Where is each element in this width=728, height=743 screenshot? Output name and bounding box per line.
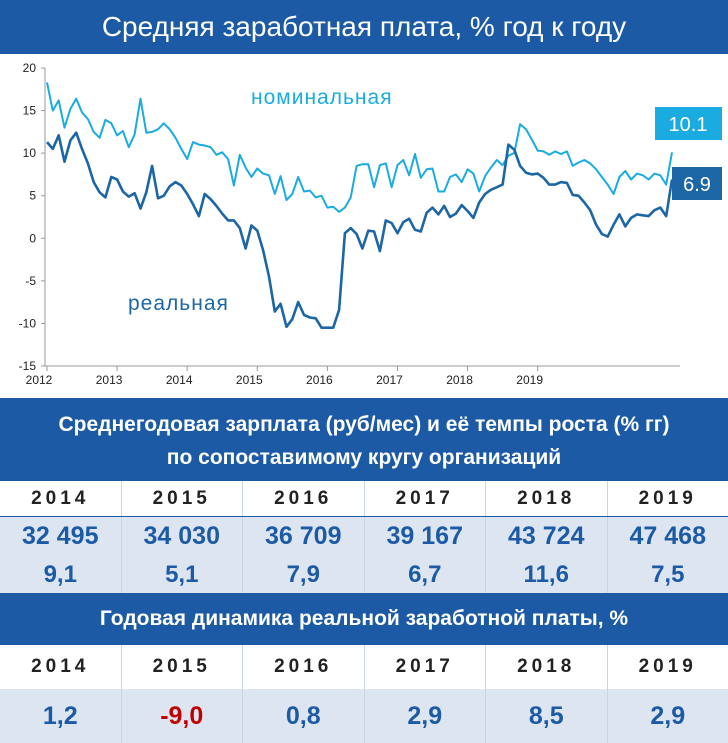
table1-salary: 47 468 bbox=[629, 522, 706, 550]
wage-line-chart: 20 15 10 5 0 -5 -10 -15 2012 2013 2014 2015 2016 2017… bbox=[0, 54, 728, 398]
table2-year: 2018 bbox=[486, 645, 608, 689]
y-tick-label: -15 bbox=[19, 359, 37, 373]
table2-year: 2014 bbox=[0, 645, 122, 689]
table2-value: 1,2 bbox=[0, 689, 122, 743]
table1-year: 2018 bbox=[486, 481, 608, 516]
y-tick-label: 5 bbox=[29, 189, 36, 203]
y-tick-label: 15 bbox=[23, 104, 37, 118]
table1-title-line2: по сопоставимому кругу организаций bbox=[166, 446, 562, 469]
x-tick-label: 2014 bbox=[166, 373, 193, 387]
table2-year-row: 2014 2015 2016 2017 2018 2019 bbox=[0, 645, 728, 689]
table1-growth: 7,5 bbox=[651, 561, 685, 588]
y-tick-label: 0 bbox=[29, 231, 36, 245]
table1-title-line1: Среднегодовая зарплата (руб/мес) и её те… bbox=[58, 413, 670, 436]
table1-growth: 9,1 bbox=[0, 556, 122, 593]
table2-value-row: 1,2 -9,0 0,8 2,9 8,5 2,9 bbox=[0, 689, 728, 743]
table1-year: 2019 bbox=[638, 488, 697, 509]
x-tick-label: 2012 bbox=[26, 373, 53, 387]
table1-growth: 11,6 bbox=[486, 556, 608, 593]
table1-year: 2015 bbox=[122, 481, 243, 516]
table1-salary: 34 030 bbox=[122, 517, 243, 556]
y-tick-label: 20 bbox=[23, 61, 37, 75]
table1-growth-row: 9,1 5,1 7,9 6,7 11,6 7,5 bbox=[0, 556, 728, 593]
y-tick-label: -5 bbox=[25, 274, 36, 288]
table1-salary-row: 32 495 34 030 36 709 39 167 43 724 47 46… bbox=[0, 517, 728, 556]
table1-salary: 39 167 bbox=[365, 517, 486, 556]
table2-year: 2017 bbox=[365, 645, 486, 689]
table1-growth: 5,1 bbox=[122, 556, 243, 593]
x-tick-label: 2015 bbox=[236, 373, 263, 387]
end-value-nominal: 10.1 bbox=[669, 114, 708, 136]
table1-year: 2016 bbox=[243, 481, 365, 516]
y-tick-label: -10 bbox=[19, 316, 37, 330]
table1-growth: 6,7 bbox=[365, 556, 486, 593]
series-line-nominal bbox=[46, 82, 673, 213]
table1-growth: 7,9 bbox=[243, 556, 365, 593]
x-tick-label: 2016 bbox=[306, 373, 333, 387]
series-label-real: реальная bbox=[128, 292, 229, 315]
y-tick-label: 10 bbox=[23, 146, 37, 160]
x-tick-label: 2018 bbox=[446, 373, 473, 387]
x-tick-label: 2017 bbox=[376, 373, 403, 387]
table1-year: 2017 bbox=[365, 481, 486, 516]
series-line-real bbox=[46, 131, 674, 330]
table2-year: 2019 bbox=[638, 656, 697, 677]
table2-value: 2,9 bbox=[365, 689, 486, 743]
table2-value: -9,0 bbox=[122, 689, 243, 743]
page-title: Средняя заработная плата, % год к году bbox=[0, 0, 728, 54]
end-value-real: 6.9 bbox=[683, 174, 711, 196]
x-tick-label: 2013 bbox=[96, 373, 123, 387]
table1-salary: 43 724 bbox=[486, 517, 608, 556]
x-tick-label: 2019 bbox=[516, 373, 543, 387]
table1-year-row: 2014 2015 2016 2017 2018 2019 bbox=[0, 481, 728, 516]
table1-salary: 32 495 bbox=[0, 517, 122, 556]
table2-year: 2016 bbox=[243, 645, 365, 689]
end-value-box-real bbox=[672, 167, 722, 200]
table2-value: 8,5 bbox=[486, 689, 608, 743]
table1-year: 2014 bbox=[0, 481, 122, 516]
table2-year: 2015 bbox=[122, 645, 243, 689]
table1-salary: 36 709 bbox=[243, 517, 365, 556]
table2-value: 2,9 bbox=[650, 702, 686, 730]
end-value-box-nominal bbox=[655, 107, 722, 140]
table2-title: Годовая динамика реальной заработной пла… bbox=[99, 607, 629, 630]
table2-value: 0,8 bbox=[243, 689, 365, 743]
series-label-nominal: номинальная bbox=[251, 86, 393, 109]
